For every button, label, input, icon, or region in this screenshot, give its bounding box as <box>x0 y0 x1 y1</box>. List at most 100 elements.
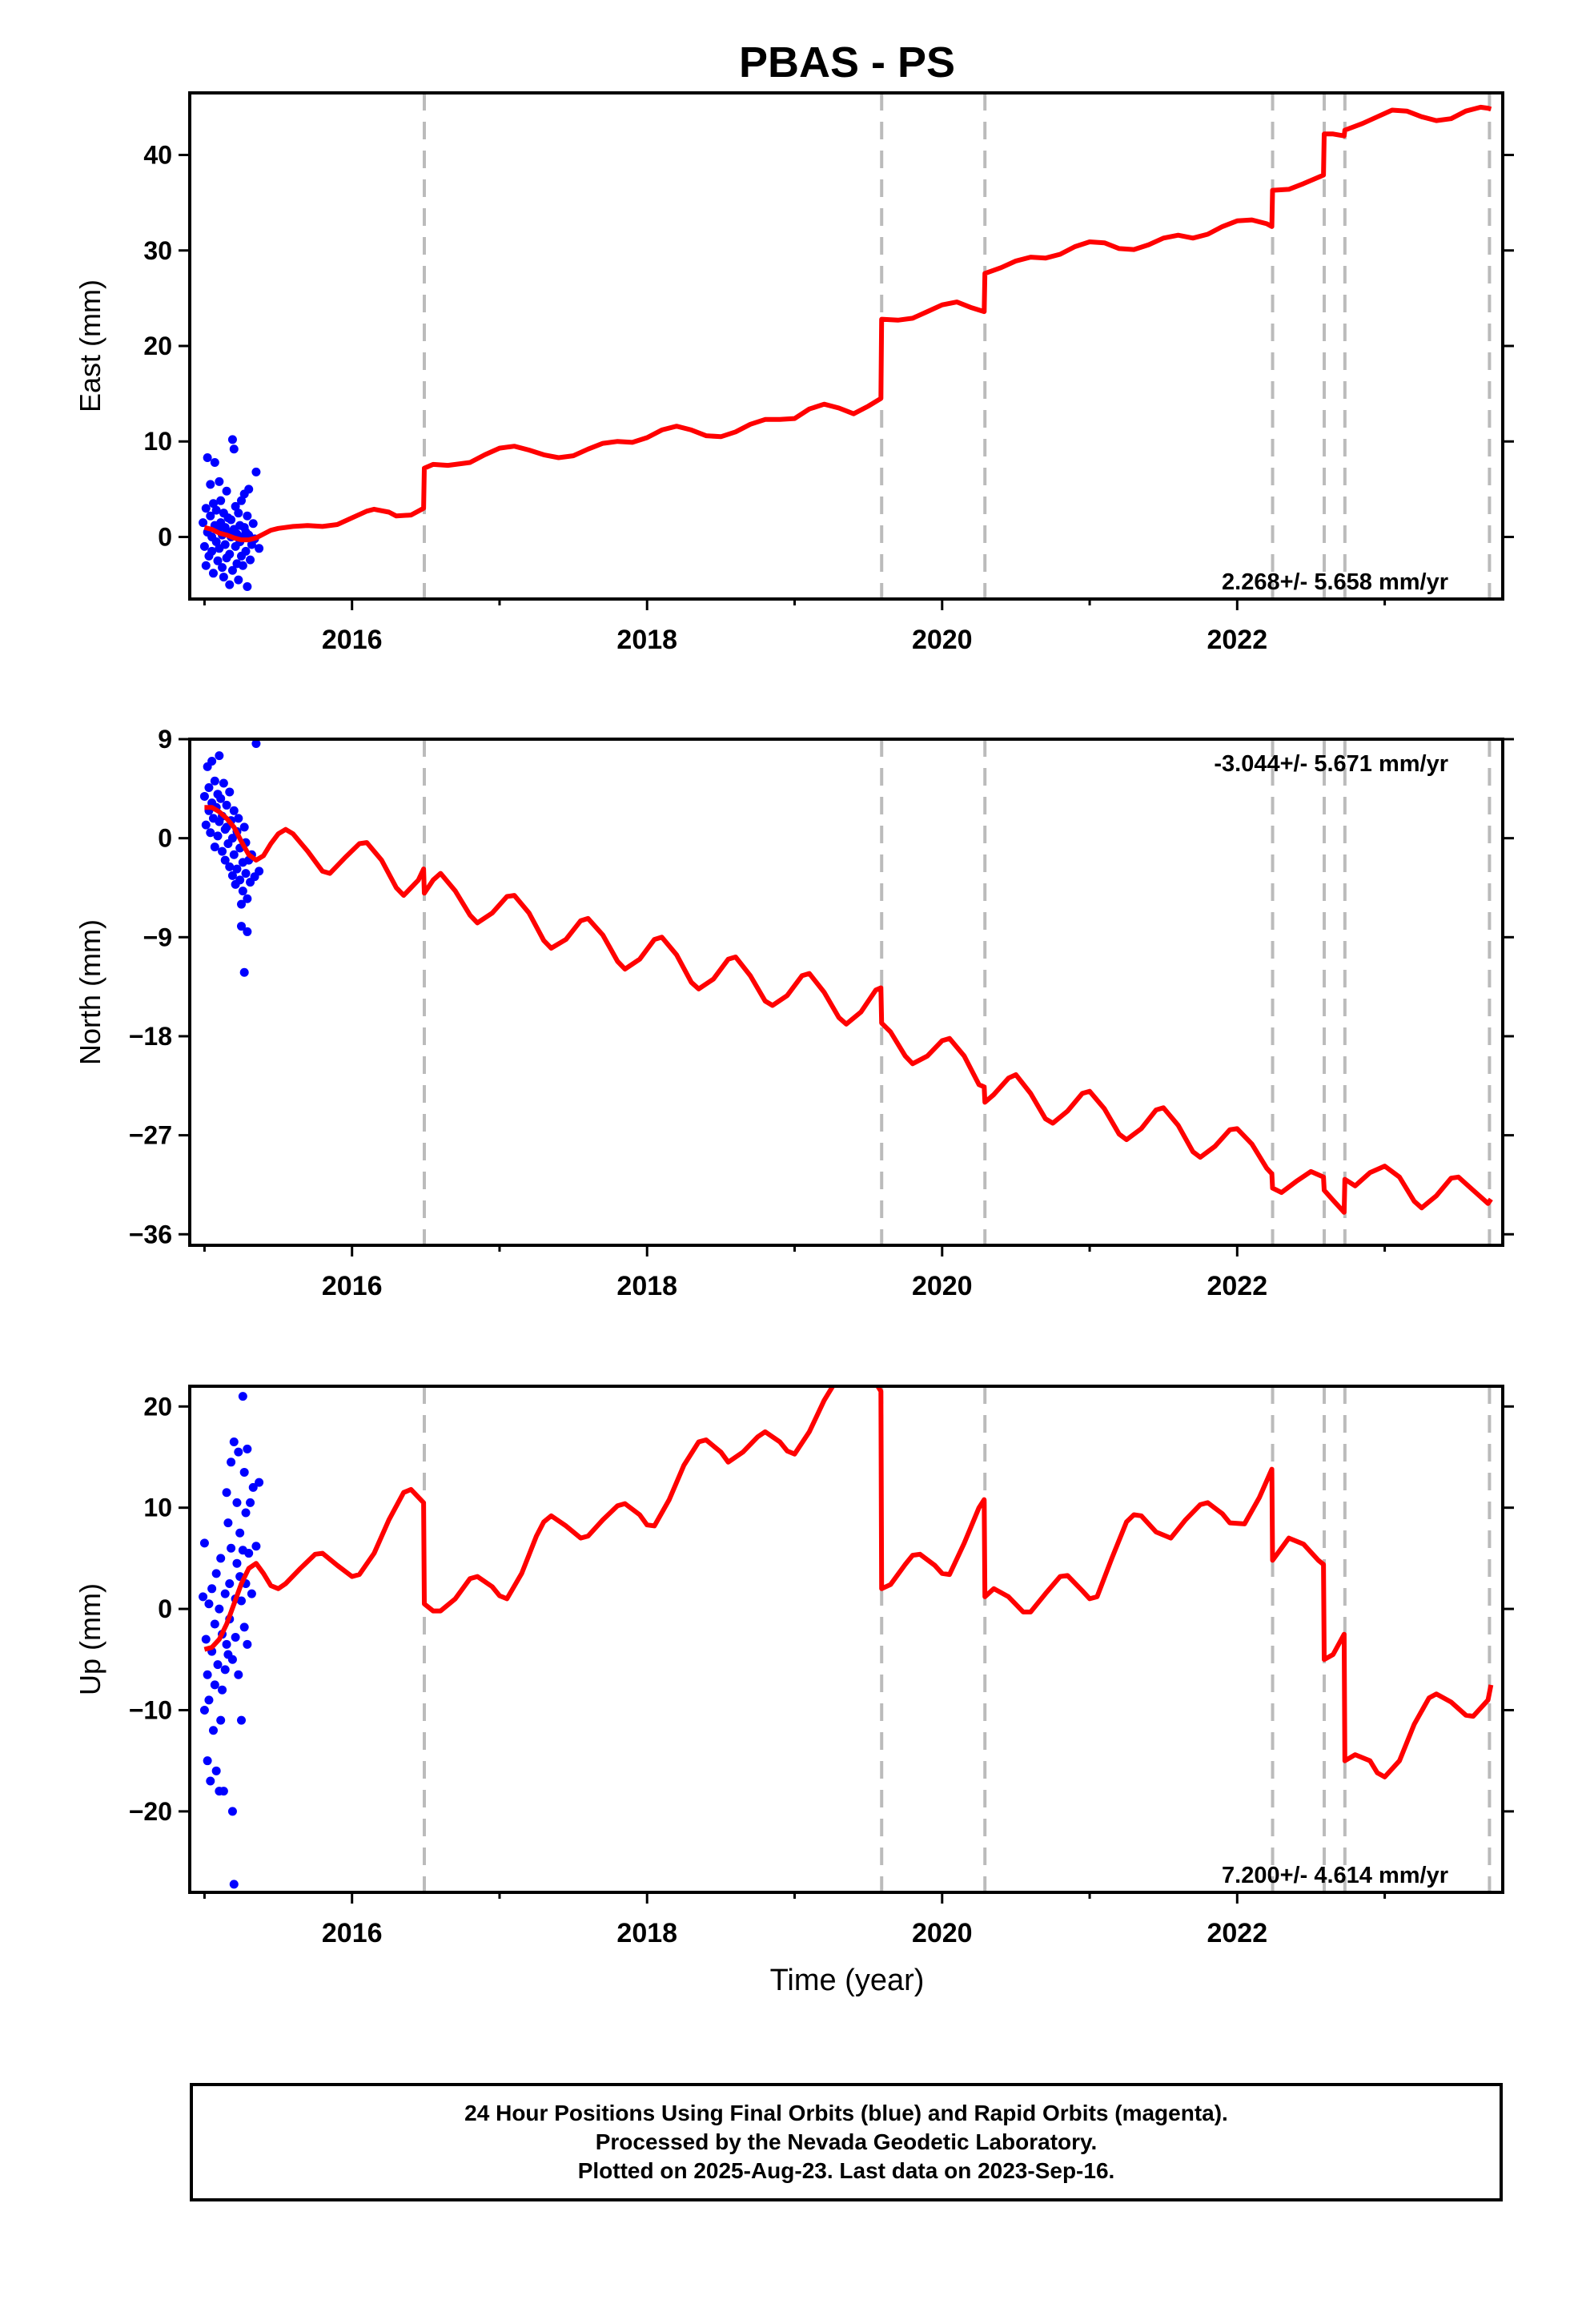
data-point <box>211 1766 221 1775</box>
data-point <box>211 537 221 546</box>
data-point <box>251 739 261 748</box>
y-tick-label: 0 <box>158 824 172 853</box>
data-point <box>241 1508 251 1518</box>
data-point <box>215 751 224 761</box>
data-point <box>231 501 240 511</box>
data-point <box>220 1665 230 1675</box>
data-point <box>218 1685 227 1695</box>
data-point <box>199 1538 209 1548</box>
data-point <box>232 1558 242 1568</box>
footer-box: 24 Hour Positions Using Final Orbits (bl… <box>190 2083 1503 2201</box>
y-tick-label: −20 <box>129 1797 172 1826</box>
data-point <box>231 1632 240 1642</box>
panel-east: 0 10 20 30 40 2016 2018 2020 2022 East (mm) 2.268+… <box>74 91 1514 655</box>
data-point <box>207 756 217 766</box>
x-tick-label: 2018 <box>616 625 677 655</box>
data-point <box>222 486 231 496</box>
data-point <box>234 814 243 823</box>
data-point <box>201 561 211 570</box>
footer-line-3: Plotted on 2025-Aug-23. Last data on 202… <box>577 2158 1115 2183</box>
data-point <box>248 519 258 529</box>
data-point <box>229 444 239 454</box>
data-point <box>203 453 212 463</box>
data-point <box>241 869 251 879</box>
data-point <box>251 1542 261 1551</box>
final-orbit-points <box>199 1392 264 1889</box>
data-point <box>243 1639 252 1649</box>
data-point <box>239 1467 249 1477</box>
data-point <box>239 822 249 832</box>
y-tick-label: −36 <box>129 1220 172 1248</box>
data-point <box>244 1549 254 1558</box>
data-point <box>216 794 226 803</box>
data-point <box>227 1458 236 1467</box>
x-tick-label: 2020 <box>912 1918 973 1948</box>
data-point <box>235 1528 245 1538</box>
data-point <box>222 800 231 810</box>
data-point <box>222 1639 231 1649</box>
data-point <box>241 546 251 556</box>
data-point <box>201 1634 211 1644</box>
y-tick-label: 0 <box>158 1594 172 1623</box>
data-point <box>215 1604 224 1614</box>
data-point <box>213 831 223 841</box>
data-point <box>225 862 235 871</box>
x-tick-label: 2016 <box>322 625 383 655</box>
x-tick-label: 2018 <box>616 1918 677 1948</box>
y-tick-label: −27 <box>129 1121 172 1150</box>
data-point <box>229 1880 239 1889</box>
data-point <box>238 561 247 570</box>
y-tick-label: 40 <box>143 141 172 170</box>
data-point <box>251 467 261 476</box>
data-point <box>208 499 218 509</box>
data-point <box>239 1622 249 1632</box>
data-point <box>210 776 219 786</box>
data-point <box>227 515 236 525</box>
data-point <box>216 1554 226 1563</box>
x-tick-label: 2020 <box>912 625 973 655</box>
y-tick-label: −10 <box>129 1695 172 1724</box>
data-point <box>203 1670 212 1679</box>
plot-frame <box>188 91 1504 601</box>
data-point <box>225 1578 235 1588</box>
data-point <box>218 563 227 573</box>
data-point <box>227 435 237 444</box>
data-point <box>236 496 246 505</box>
data-point <box>208 1726 218 1735</box>
data-point <box>206 1776 215 1786</box>
data-point <box>236 1596 246 1606</box>
data-point <box>236 922 246 931</box>
data-point <box>225 549 235 559</box>
y-axis-label: Up (mm) <box>74 1583 106 1695</box>
data-point <box>238 1392 247 1401</box>
data-point <box>246 555 255 565</box>
footer-line-1: 24 Hour Positions Using Final Orbits (bl… <box>464 2101 1228 2125</box>
data-point <box>206 480 215 489</box>
y-axis-label: East (mm) <box>74 279 106 412</box>
data-point <box>229 1437 239 1447</box>
plot-frame <box>188 738 1504 1247</box>
data-point <box>244 485 254 494</box>
data-point <box>199 1705 209 1715</box>
data-point <box>225 580 235 589</box>
x-tick-label: 2022 <box>1207 625 1267 655</box>
data-point <box>229 806 239 815</box>
data-point <box>238 887 247 896</box>
data-point <box>204 1695 214 1705</box>
x-tick-label: 2020 <box>912 1271 973 1301</box>
rate-annotation: 2.268+/- 5.658 mm/yr <box>1222 569 1448 595</box>
data-point <box>213 1660 223 1670</box>
data-point <box>219 573 228 582</box>
data-point <box>207 546 217 556</box>
rate-annotation: 7.200+/- 4.614 mm/yr <box>1222 1863 1448 1888</box>
data-point <box>219 778 228 788</box>
data-point <box>247 1589 256 1598</box>
y-tick-label: 10 <box>143 427 172 456</box>
data-point <box>211 1569 221 1578</box>
data-point <box>227 834 237 843</box>
data-point <box>235 875 245 885</box>
data-point <box>243 927 252 936</box>
data-point <box>227 1807 237 1816</box>
data-point <box>246 1498 255 1507</box>
